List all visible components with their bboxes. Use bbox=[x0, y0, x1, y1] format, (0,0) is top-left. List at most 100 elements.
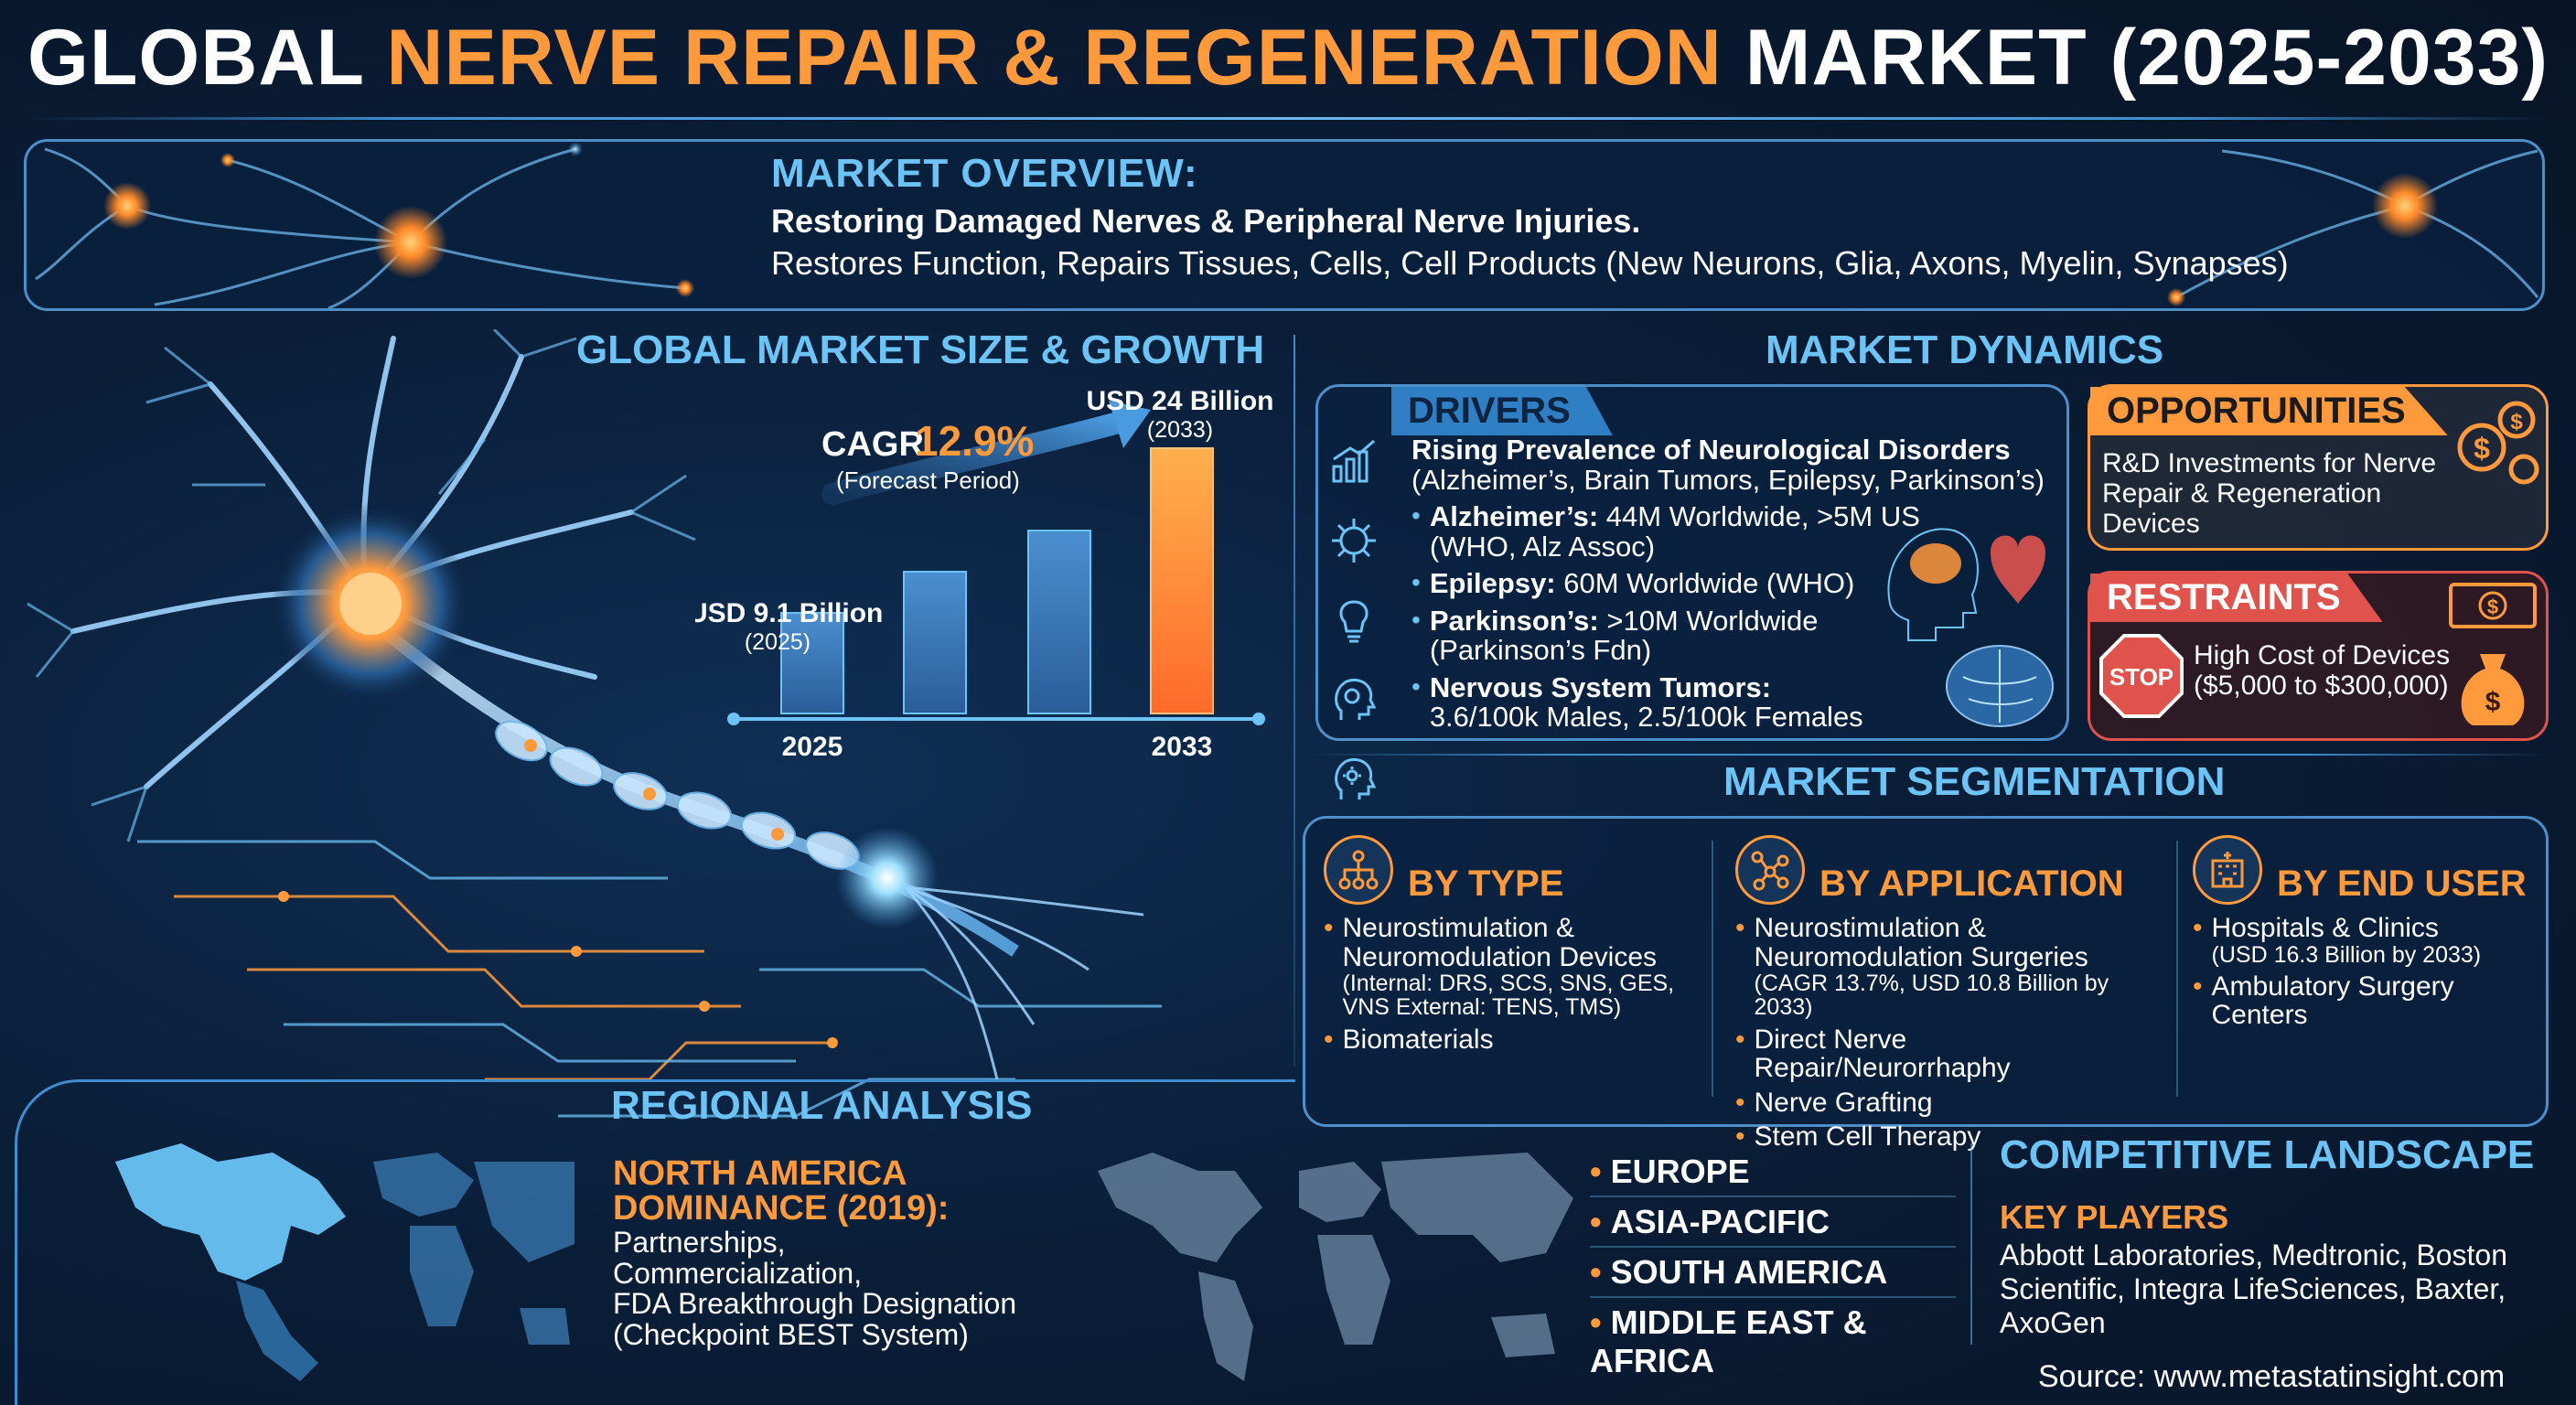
hierarchy-icon bbox=[1324, 835, 1393, 905]
dynamics-heading: MARKET DYNAMICS bbox=[1766, 327, 2164, 372]
segment-header: BY END USER bbox=[2193, 835, 2540, 905]
na-body: Partnerships, Commercialization, FDA Bre… bbox=[613, 1226, 1017, 1350]
svg-text:$: $ bbox=[2510, 410, 2523, 434]
page-title: GLOBAL NERVE REPAIR & REGENERATION MARKE… bbox=[0, 13, 2576, 103]
region-item-asia-pacific: • ASIA-PACIFIC bbox=[1590, 1197, 1956, 1248]
driver-item-body: Nervous System Tumors: 3.6/100k Males, 2.… bbox=[1429, 670, 1863, 734]
svg-text:$: $ bbox=[2474, 432, 2490, 465]
svg-text:$: $ bbox=[2487, 595, 2498, 618]
growth-heading: GLOBAL MARKET SIZE & GROWTH bbox=[576, 327, 1265, 372]
segment-header: BY TYPE bbox=[1324, 835, 1726, 905]
region-item-europe: • EUROPE bbox=[1590, 1147, 1956, 1197]
driver-item-text: 44M Worldwide, >5M US bbox=[1598, 500, 1920, 533]
by-type-item1: Neurostimulation & Neuromodulation Devic… bbox=[1342, 913, 1658, 972]
driver-item-sub: (WHO, Alz Assoc) bbox=[1429, 530, 1656, 563]
na-body-line3: FDA Breakthrough Designation bbox=[613, 1287, 1017, 1321]
bars-group bbox=[780, 447, 1214, 714]
bar-2033 bbox=[1150, 447, 1214, 714]
x-tick-end: 2033 bbox=[1152, 732, 1213, 762]
by-end-user-item2: Ambulatory Surgery Centers bbox=[2211, 971, 2454, 1031]
segment-by-type: BY TYPE • Neurostimulation & Neuromodulat… bbox=[1324, 835, 1726, 1054]
segment-by-end-user: BY END USER • Hospitals & Clinics (USD 16.… bbox=[2193, 835, 2540, 1030]
column-divider bbox=[1712, 841, 1713, 1097]
driver-item-text: 60M Worldwide (WHO) bbox=[1555, 567, 1855, 600]
x-axis-end-dot bbox=[1252, 713, 1265, 725]
bullet-icon: • bbox=[1411, 501, 1421, 531]
overview-panel: MARKET OVERVIEW: Restoring Damaged Nerve… bbox=[24, 139, 2545, 311]
x-tick-start: 2025 bbox=[782, 732, 843, 762]
driver-item-tumors: • Nervous System Tumors: 3.6/100k Males, … bbox=[1411, 670, 2088, 734]
end-value-label: USD 24 Billion bbox=[1086, 386, 1273, 416]
stop-sign-label: STOP bbox=[2109, 663, 2174, 691]
by-type-list: • Neurostimulation & Neuromodulation Devi… bbox=[1324, 914, 1726, 1054]
restraints-text: High Cost of Devices ($5,000 to $300,000… bbox=[2194, 640, 2451, 701]
bar-intermediate-2 bbox=[1027, 530, 1091, 714]
start-value-label: USD 9.1 Billion bbox=[695, 598, 883, 628]
driver-item-bold: Epilepsy: bbox=[1429, 567, 1556, 600]
na-line2: DOMINANCE (2019): bbox=[613, 1189, 950, 1228]
by-application-item3: Nerve Grafting bbox=[1754, 1087, 1933, 1118]
region-item-mea: • MIDDLE EAST & AFRICA bbox=[1590, 1303, 1867, 1379]
hospital-building-icon bbox=[2193, 835, 2262, 905]
bullet-icon: • bbox=[1411, 568, 1421, 597]
na-line1: NORTH AMERICA bbox=[613, 1154, 907, 1193]
driver-item-body: Parkinson’s: >10M Worldwide (Parkinson’s … bbox=[1430, 606, 1819, 666]
overview-text: MARKET OVERVIEW: Restoring Damaged Nerve… bbox=[771, 151, 2509, 283]
growth-arrow bbox=[821, 410, 1136, 505]
opportunities-tab: OPPORTUNITIES bbox=[2090, 387, 2448, 435]
growth-arrow-head bbox=[1109, 401, 1151, 448]
overview-line2: Restores Function, Repairs Tissues, Cell… bbox=[771, 244, 2289, 282]
region-label: ASIA-PACIFIC bbox=[1610, 1203, 1830, 1240]
drivers-content: Rising Prevalence of Neurological Disord… bbox=[1411, 434, 2088, 734]
neuron-illustration bbox=[27, 329, 1162, 1118]
horizontal-divider bbox=[1310, 754, 2549, 756]
na-body-line2: Commercialization, bbox=[613, 1256, 863, 1290]
overview-line1: Restoring Damaged Nerves & Peripheral Ne… bbox=[771, 202, 1641, 240]
competitive-divider bbox=[1970, 1143, 1972, 1345]
network-icon bbox=[1735, 835, 1805, 905]
regions-list: • EUROPE • ASIA-PACIFIC • SOUTH AMERICA • MI… bbox=[1590, 1147, 1956, 1379]
stop-sign-icon: STOP bbox=[2099, 634, 2184, 718]
na-body-line1: Partnerships, bbox=[613, 1226, 786, 1259]
region-item-south-america: • SOUTH AMERICA bbox=[1590, 1248, 1956, 1298]
cagr-label: CAGR bbox=[821, 425, 924, 464]
driver-item-alzheimers: • Alzheimer’s: 44M Worldwide, >5M US (WHO… bbox=[1411, 500, 2088, 563]
drivers-icon-column bbox=[1328, 435, 1383, 833]
column-divider bbox=[2176, 841, 2178, 1097]
by-application-item4: Stem Cell Therapy bbox=[1754, 1121, 1981, 1152]
list-item: • Nerve Grafting bbox=[1735, 1087, 1933, 1118]
region-label: SOUTH AMERICA bbox=[1610, 1253, 1888, 1291]
lightbulb-icon bbox=[1339, 600, 1368, 643]
key-players-list: Abbott Laboratories, Medtronic, Boston S… bbox=[2000, 1239, 2507, 1339]
end-year-paren: (2033) bbox=[1147, 417, 1213, 443]
source-credit: Source: www.metastatinsight.com bbox=[2038, 1359, 2506, 1394]
start-year-paren: (2025) bbox=[745, 629, 810, 655]
list-item: • Hospitals & Clinics (USD 16.3 Billion by… bbox=[2193, 913, 2482, 968]
by-end-user-heading: BY END USER bbox=[2277, 863, 2527, 904]
svg-text:$: $ bbox=[2485, 687, 2501, 717]
neuron-banner-illustration bbox=[35, 142, 2539, 308]
north-america-highlight bbox=[115, 1143, 346, 1281]
brain-icon bbox=[1910, 543, 1961, 584]
driver-item-bold: Nervous System Tumors: bbox=[1429, 670, 1772, 703]
key-players-heading: KEY PLAYERS bbox=[2000, 1198, 2229, 1236]
title-pre: GLOBAL bbox=[27, 14, 387, 102]
restraints-panel: RESTRAINTS STOP $ $ bbox=[2088, 571, 2549, 741]
bar-chart-icon bbox=[1332, 439, 1375, 483]
overview-heading: MARKET OVERVIEW: bbox=[771, 151, 1198, 196]
by-application-heading: BY APPLICATION bbox=[1819, 863, 2124, 904]
segmentation-panel: BY TYPE • Neurostimulation & Neuromodulat… bbox=[1303, 816, 2549, 1151]
opportunities-text: R&D Investments for Nerve Repair & Regen… bbox=[2102, 448, 2437, 539]
by-end-user-item1: Hospitals & Clinics bbox=[2211, 913, 2439, 943]
opportunities-tab-label: OPPORTUNITIES bbox=[2090, 387, 2448, 435]
by-type-item1-sub: (Internal: DRS, SCS, SNS, GES, VNS Exter… bbox=[1342, 971, 1675, 1021]
segment-by-application: BY APPLICATION • Neurostimulation & Neuro… bbox=[1735, 835, 2156, 1152]
x-axis-start-dot bbox=[727, 713, 740, 725]
title-post: MARKET (2025-2033) bbox=[1722, 14, 2549, 102]
virus-cell-icon bbox=[1332, 519, 1376, 563]
bar-2025 bbox=[780, 612, 844, 714]
world-map bbox=[1098, 1153, 1573, 1381]
drivers-tab-label: DRIVERS bbox=[1391, 387, 1613, 435]
drivers-lead: Rising Prevalence of Neurological Disord… bbox=[1411, 434, 2011, 466]
driver-item-sub: 3.6/100k Males, 2.5/100k Females bbox=[1429, 701, 1863, 734]
